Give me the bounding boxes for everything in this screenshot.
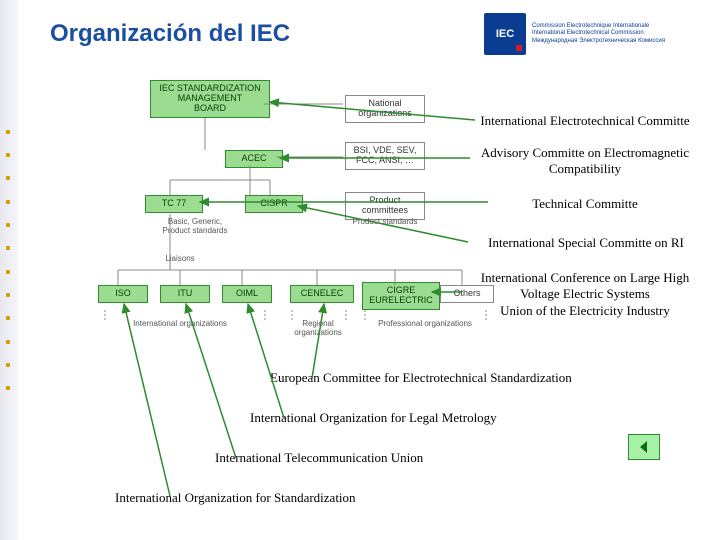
caption-reg-orgs: Regionalorganizations <box>288 320 348 338</box>
caption-basic-generic: Basic, Generic,Product standards <box>140 218 250 236</box>
prev-slide-button[interactable] <box>628 434 660 460</box>
box-cispr: CISPR <box>245 195 303 213</box>
arrow-left-icon <box>636 439 652 455</box>
box-acec: ACEC <box>225 150 283 168</box>
annotation-oiml: International Organization for Legal Met… <box>250 410 650 426</box>
caption-prof-orgs: Professional organizations <box>365 320 485 329</box>
iec-logo: IEC Commission Electrotechnique Internat… <box>484 12 704 56</box>
annotation-itu: International Telecommunication Union <box>215 450 615 466</box>
iec-logo-accent <box>516 45 522 51</box>
iec-logo-abbr: IEC <box>496 28 514 40</box>
annotation-cispr: International Special Committe on RI <box>458 235 714 251</box>
caption-intl-orgs: International organizations <box>120 320 240 329</box>
box-product-committees: Productcommittees <box>345 192 425 220</box>
box-smb: IEC STANDARDIZATIONMANAGEMENTBOARD <box>150 80 270 118</box>
iec-logo-subtitle: Commission Electrotechnique Internationa… <box>532 23 665 45</box>
annotation-iec-committee: International Electrotechnical Committe <box>460 113 710 129</box>
box-itu: ITU <box>160 285 210 303</box>
caption-liaisons: Liaisons <box>150 255 210 264</box>
annotation-acec: Advisory Committe on ElectromagneticComp… <box>460 145 710 178</box>
annotation-iso: International Organization for Standardi… <box>115 490 515 506</box>
box-iso: ISO <box>98 285 148 303</box>
box-tc77: TC 77 <box>145 195 203 213</box>
annotation-cenelec: European Committee for Electrotechnical … <box>270 370 700 386</box>
box-cigre: CIGREEURELECTRIC <box>362 282 440 310</box>
box-oiml: OIML <box>222 285 272 303</box>
caption-product-standards: Product standards <box>340 218 430 227</box>
box-national-orgs-list: BSI, VDE, SEV,FCC, ANSI, … <box>345 142 425 170</box>
sidebar-dots <box>6 120 12 400</box>
box-national-orgs: Nationalorganizations <box>345 95 425 123</box>
page-title: Organización del IEC <box>50 20 290 48</box>
box-cenelec: CENELEC <box>290 285 354 303</box>
iec-logo-badge: IEC <box>484 13 526 55</box>
annotation-cigre: International Conference on Large HighVo… <box>456 270 714 319</box>
annotation-tc: Technical Committe <box>470 196 700 212</box>
